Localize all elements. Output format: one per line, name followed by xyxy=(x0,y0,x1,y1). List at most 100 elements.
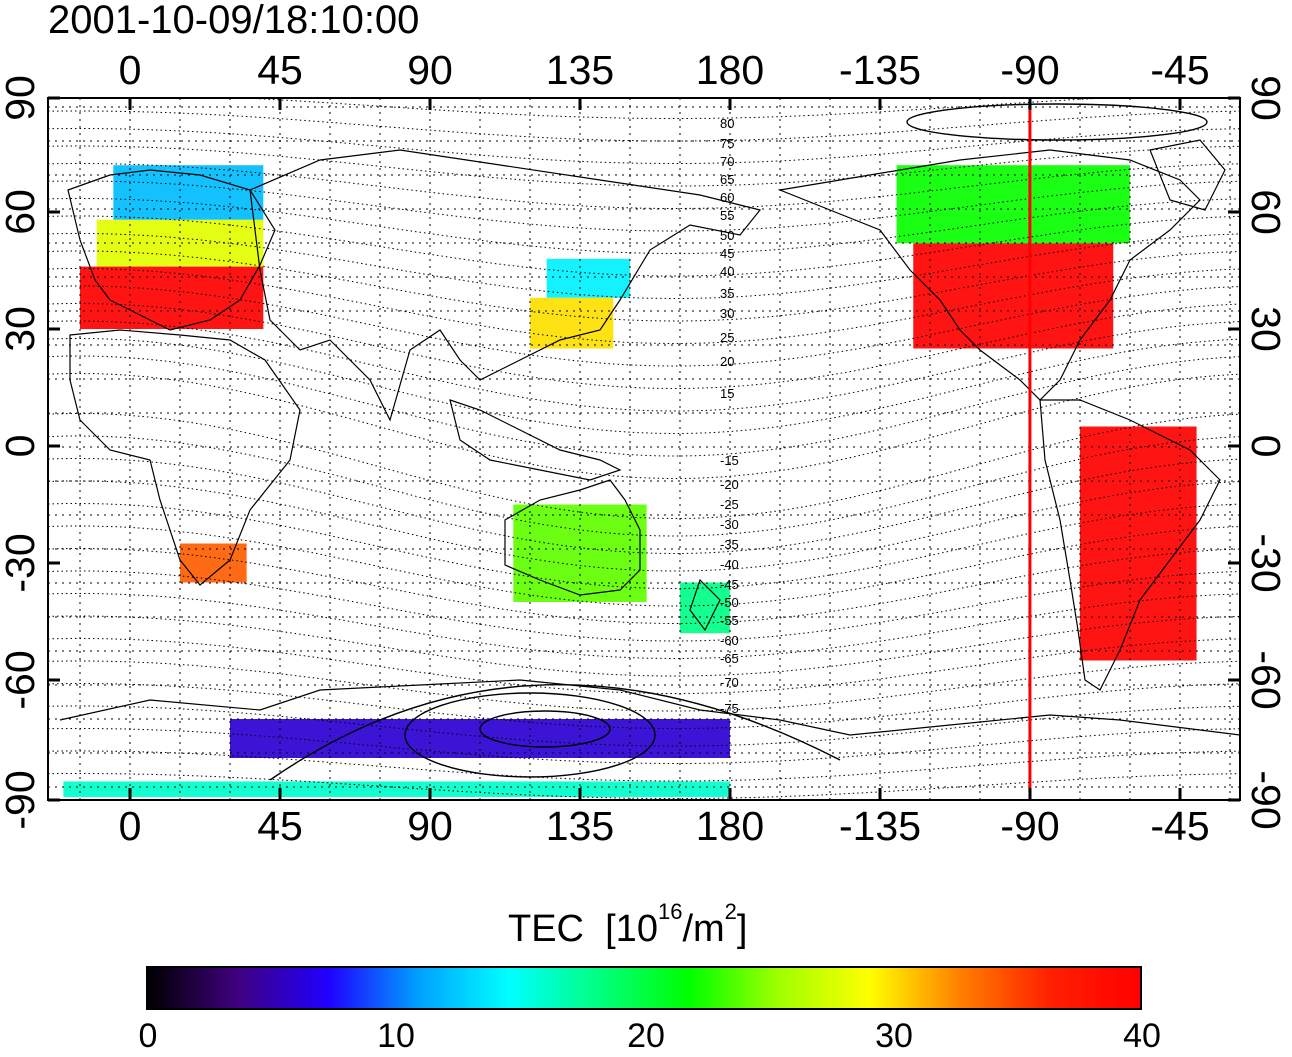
top-lon-tick: 45 xyxy=(257,47,303,93)
contour-label: 20 xyxy=(720,354,734,369)
mag-contour xyxy=(48,250,1240,322)
mag-contour-solid xyxy=(269,684,841,781)
coast-new-zealand xyxy=(689,578,721,632)
bottom-lon-tick: -45 xyxy=(1150,803,1210,849)
contour-label: 75 xyxy=(720,136,734,151)
mag-contour xyxy=(48,215,1240,277)
contour-label: 55 xyxy=(720,208,734,223)
contour-label: -20 xyxy=(720,477,739,492)
contour-label: -55 xyxy=(720,613,739,628)
mag-contour xyxy=(48,615,1240,677)
top-lon-tick: -135 xyxy=(838,47,922,93)
mag-contour xyxy=(48,128,1240,164)
mag-contour xyxy=(48,355,1240,457)
mag-contour xyxy=(48,373,1240,479)
coast-antarctica xyxy=(59,679,1240,736)
mag-contour xyxy=(48,570,1240,642)
coast-greenland xyxy=(1149,139,1226,211)
mag-contour xyxy=(48,268,1240,344)
contour-label: 60 xyxy=(720,190,734,205)
right-lat-tick: -60 xyxy=(1243,650,1289,710)
coast-indonesia xyxy=(449,399,622,481)
bottom-lon-tick: 135 xyxy=(545,803,615,849)
left-lat-tick: 30 xyxy=(0,306,43,352)
mag-contour xyxy=(48,338,1240,434)
left-lat-tick: -60 xyxy=(0,650,43,710)
mag-contour xyxy=(48,503,1240,589)
colorbar-tick-label: 0 xyxy=(138,1017,158,1055)
contour-label: -15 xyxy=(720,453,739,468)
contour-labels: 80 75 70 65 60 55 50 45 40 35 30 25 20 15 -15 -20 -25 -30… xyxy=(720,116,739,716)
left-lat-tick: -90 xyxy=(0,770,43,830)
mag-contour xyxy=(48,705,1240,747)
mag-contour xyxy=(48,303,1240,389)
contour-label: -60 xyxy=(720,633,739,648)
tec-region-canada xyxy=(896,165,1130,244)
coastlines xyxy=(59,139,1240,736)
mag-contour xyxy=(48,548,1240,624)
contour-label: 25 xyxy=(720,330,734,345)
left-lat-tick: 0 xyxy=(0,434,43,458)
coast-europe xyxy=(67,169,276,331)
mag-contour xyxy=(48,285,1240,367)
tec-region-southern-africa xyxy=(179,543,247,583)
magnetic-latitude-contours xyxy=(48,98,1240,799)
bottom-lon-tick: 0 xyxy=(118,803,142,849)
top-lon-tick: 180 xyxy=(695,47,765,93)
mag-pole-north-contour xyxy=(906,103,1208,141)
contour-label: 40 xyxy=(720,264,734,279)
contour-label: -40 xyxy=(720,557,739,572)
mag-contour xyxy=(48,593,1240,659)
contour-label: -30 xyxy=(720,517,739,532)
tec-region-new-zealand xyxy=(679,582,730,634)
bottom-lon-tick: 90 xyxy=(407,803,453,849)
coast-south-america xyxy=(1039,399,1221,691)
left-lat-tick: -30 xyxy=(0,533,43,593)
mag-contour xyxy=(48,110,1240,142)
mag-pole-south-contour-outer xyxy=(404,692,656,778)
mag-contour xyxy=(48,233,1240,299)
right-lat-tick: 90 xyxy=(1243,75,1289,121)
mag-contour xyxy=(48,163,1240,209)
timestamp-title: 2001-10-09/18:10:00 xyxy=(48,0,420,42)
colorbar-label: TEC xyxy=(508,908,584,950)
lat-lon-grid xyxy=(48,98,1240,800)
contour-label: -70 xyxy=(720,675,739,690)
mag-contour xyxy=(48,750,1240,782)
top-lon-tick: 0 xyxy=(118,47,142,93)
tec-region-south-america xyxy=(1079,426,1197,661)
mag-contour xyxy=(48,320,1240,412)
colorbar-unit-exp2: 2 xyxy=(724,899,737,924)
contour-label: -50 xyxy=(720,595,739,610)
coast-asia xyxy=(249,149,762,422)
tec-region-europe-mid xyxy=(96,219,264,267)
bottom-lon-tick: -90 xyxy=(1000,803,1060,849)
tec-region-east-asia-north xyxy=(546,258,630,298)
mag-contour xyxy=(48,660,1240,712)
mag-contour xyxy=(48,180,1240,232)
contour-label: -45 xyxy=(720,577,739,592)
right-lat-tick: 30 xyxy=(1243,306,1289,352)
colorbar-tick-label: 20 xyxy=(627,1017,665,1055)
contour-label: 70 xyxy=(720,154,734,169)
colorbar-unit-suffix: ] xyxy=(736,908,748,950)
mag-contour xyxy=(48,413,1240,519)
coast-africa xyxy=(69,329,301,586)
frame-ticks xyxy=(48,96,1240,802)
mag-contour xyxy=(48,728,1240,764)
mag-contour xyxy=(48,145,1240,187)
colorbar-unit-prefix: [10 xyxy=(605,908,658,950)
colorbar-tick-label: 40 xyxy=(1123,1017,1161,1055)
mag-pole-south-contour-inner xyxy=(479,710,611,748)
mag-contour xyxy=(48,683,1240,729)
colorbar-title: TEC [1016/m2] xyxy=(508,901,748,953)
contour-label: 65 xyxy=(720,172,734,187)
mag-contour xyxy=(48,480,1240,572)
bottom-lon-tick: 180 xyxy=(695,803,765,849)
mag-contour xyxy=(48,198,1240,254)
contour-label: 30 xyxy=(720,306,734,321)
top-lon-tick: -45 xyxy=(1150,47,1210,93)
tec-colorbar xyxy=(146,966,1142,1010)
right-lat-tick: 60 xyxy=(1243,189,1289,235)
tec-region-antarctica-edge xyxy=(63,781,730,797)
